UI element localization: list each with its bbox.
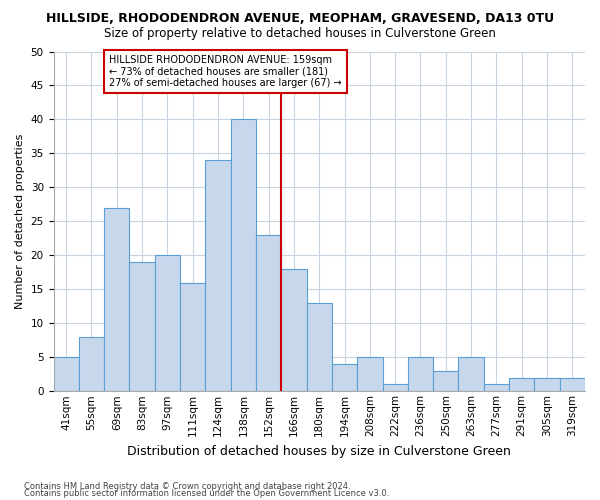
- Bar: [383, 384, 408, 392]
- Bar: [458, 358, 484, 392]
- Bar: [332, 364, 357, 392]
- Text: Contains public sector information licensed under the Open Government Licence v3: Contains public sector information licen…: [24, 488, 389, 498]
- Bar: [155, 256, 180, 392]
- Text: HILLSIDE, RHODODENDRON AVENUE, MEOPHAM, GRAVESEND, DA13 0TU: HILLSIDE, RHODODENDRON AVENUE, MEOPHAM, …: [46, 12, 554, 26]
- Text: HILLSIDE RHODODENDRON AVENUE: 159sqm
← 73% of detached houses are smaller (181)
: HILLSIDE RHODODENDRON AVENUE: 159sqm ← 7…: [109, 55, 342, 88]
- Bar: [230, 120, 256, 392]
- Bar: [484, 384, 509, 392]
- Bar: [205, 160, 230, 392]
- Bar: [180, 282, 205, 392]
- Bar: [408, 358, 433, 392]
- Bar: [130, 262, 155, 392]
- Bar: [357, 358, 383, 392]
- Bar: [560, 378, 585, 392]
- Bar: [535, 378, 560, 392]
- X-axis label: Distribution of detached houses by size in Culverstone Green: Distribution of detached houses by size …: [127, 444, 511, 458]
- Bar: [256, 235, 281, 392]
- Bar: [104, 208, 130, 392]
- Bar: [307, 303, 332, 392]
- Bar: [281, 269, 307, 392]
- Bar: [79, 337, 104, 392]
- Text: Contains HM Land Registry data © Crown copyright and database right 2024.: Contains HM Land Registry data © Crown c…: [24, 482, 350, 491]
- Bar: [53, 358, 79, 392]
- Bar: [509, 378, 535, 392]
- Bar: [433, 371, 458, 392]
- Y-axis label: Number of detached properties: Number of detached properties: [15, 134, 25, 309]
- Text: Size of property relative to detached houses in Culverstone Green: Size of property relative to detached ho…: [104, 28, 496, 40]
